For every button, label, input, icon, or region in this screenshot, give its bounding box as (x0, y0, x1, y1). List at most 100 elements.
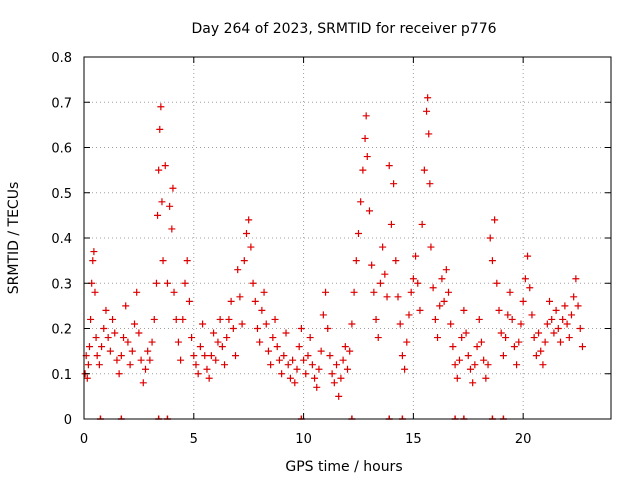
data-point (83, 374, 91, 382)
data-point (113, 356, 121, 364)
data-point (169, 184, 177, 192)
data-point (253, 325, 261, 332)
data-points (81, 94, 586, 400)
x-tick-label: 5 (190, 432, 198, 447)
data-point (535, 329, 543, 337)
data-point (214, 338, 222, 346)
data-point (480, 356, 488, 364)
data-point (236, 293, 244, 301)
data-point (431, 315, 439, 323)
data-point (267, 361, 275, 369)
data-point (286, 374, 294, 382)
data-point (111, 329, 119, 337)
data-point (420, 166, 428, 174)
data-point (541, 338, 549, 346)
data-point (273, 343, 281, 351)
data-point (387, 220, 395, 228)
x-tick-label: 20 (515, 432, 532, 447)
data-point (216, 315, 224, 323)
data-point (517, 320, 525, 328)
data-point (84, 361, 92, 369)
data-point (576, 325, 584, 332)
data-point (179, 315, 187, 323)
zero-markers (96, 415, 507, 420)
data-point (280, 352, 288, 360)
data-point (156, 125, 164, 133)
data-point (426, 180, 434, 188)
data-point (168, 225, 176, 233)
data-point (394, 293, 402, 301)
data-point (502, 334, 510, 342)
data-point (546, 297, 554, 305)
data-point (497, 329, 505, 337)
data-point (473, 343, 481, 351)
y-axis-title: SRMTID / TECUs (6, 182, 22, 295)
data-point (475, 315, 483, 323)
data-point (499, 352, 507, 360)
data-point (438, 275, 446, 283)
data-point (207, 352, 215, 360)
data-point (177, 356, 185, 364)
data-point (218, 343, 226, 351)
data-point (491, 216, 499, 224)
data-point (304, 352, 312, 360)
x-tick-label: 0 (80, 432, 88, 447)
data-point (234, 266, 242, 274)
zero-point (163, 415, 171, 420)
data-point (95, 361, 103, 369)
data-point (578, 343, 586, 351)
data-point (488, 257, 496, 265)
data-point (152, 279, 160, 287)
y-tick-label: 0 (64, 413, 72, 428)
zero-point (499, 415, 507, 420)
data-point (232, 352, 240, 360)
data-point (137, 356, 145, 364)
data-point (537, 347, 545, 355)
zero-point (155, 415, 163, 420)
data-point (157, 103, 165, 111)
data-point (117, 352, 125, 360)
data-point (229, 325, 237, 332)
data-point (554, 325, 562, 332)
y-tick-label: 0.1 (51, 368, 72, 383)
data-point (89, 257, 97, 265)
data-point (504, 311, 512, 319)
data-point (346, 347, 354, 355)
data-point (424, 94, 432, 102)
data-point (548, 315, 556, 323)
data-point (313, 383, 321, 391)
data-point (174, 338, 182, 346)
data-point (269, 334, 277, 342)
y-tick-label: 0.8 (51, 51, 72, 66)
data-point (359, 166, 367, 174)
data-point (284, 361, 292, 369)
data-point (190, 352, 198, 360)
data-point (264, 347, 272, 355)
data-point (154, 211, 162, 219)
data-point (258, 306, 266, 314)
data-point (161, 162, 169, 170)
data-point (460, 306, 468, 314)
data-point (306, 334, 314, 342)
data-point (493, 279, 501, 287)
data-point (526, 284, 534, 292)
y-tick-label: 0.5 (51, 187, 72, 202)
data-point (289, 356, 297, 364)
zero-point (117, 415, 125, 420)
data-point (109, 315, 117, 323)
data-point (477, 338, 485, 346)
data-point (337, 374, 345, 382)
chart-title: Day 264 of 2023, SRMTID for receiver p77… (191, 21, 496, 37)
data-point (495, 306, 503, 314)
data-point (464, 352, 472, 360)
data-point (131, 320, 139, 328)
zero-point (398, 415, 406, 420)
data-point (565, 334, 573, 342)
y-tick-label: 0.4 (51, 232, 72, 247)
data-point (357, 198, 365, 206)
data-point (379, 243, 387, 251)
zero-point (488, 415, 496, 420)
y-tick-label: 0.3 (51, 277, 72, 292)
data-point (328, 370, 336, 378)
data-point (528, 311, 536, 319)
